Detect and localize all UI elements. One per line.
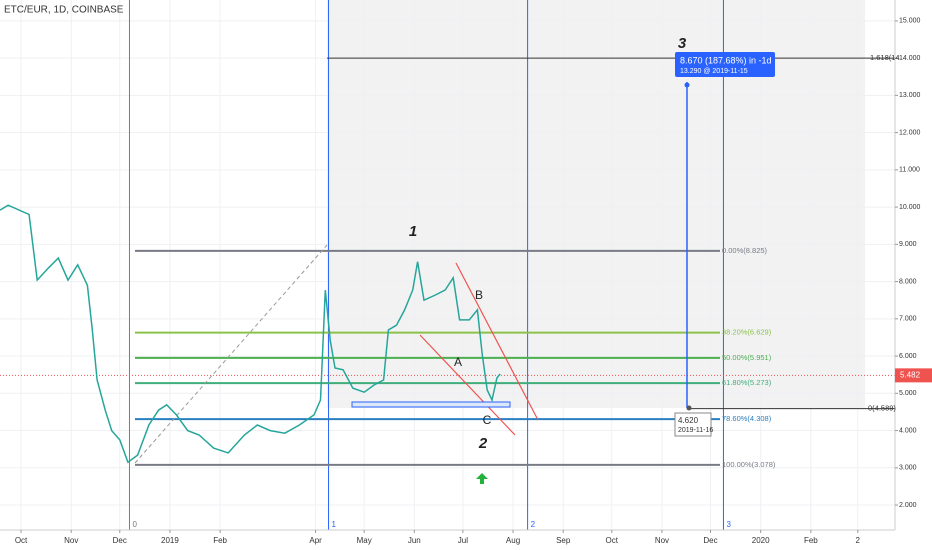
wave-label: 1 bbox=[409, 223, 417, 240]
fib-label: 78.60%(4.308) bbox=[722, 414, 772, 423]
x-tick-label: Nov bbox=[64, 536, 78, 545]
y-tick-label: 8.000 bbox=[899, 278, 917, 285]
y-tick-label: 10.000 bbox=[899, 204, 921, 211]
measure-end bbox=[684, 82, 690, 88]
x-tick-label: Jul bbox=[458, 536, 468, 545]
x-tick-label: Jun bbox=[408, 536, 421, 545]
x-tick-label: 2020 bbox=[752, 536, 770, 545]
wedge-line bbox=[455, 262, 539, 421]
wave-label: A bbox=[454, 355, 462, 369]
fib-label: 61.80%(5.273) bbox=[722, 378, 772, 387]
last-price-label: 5.482 bbox=[900, 370, 921, 379]
x-tick-label: Aug bbox=[506, 536, 520, 545]
callout-text: 8.670 (187.68%) in -1d bbox=[680, 55, 772, 65]
wedge-line bbox=[419, 334, 516, 436]
y-tick-label: 3.000 bbox=[899, 465, 917, 472]
fib-label: 38.20%(6.629) bbox=[722, 328, 772, 337]
wave-label: 2 bbox=[478, 435, 488, 452]
y-tick-label: 13.000 bbox=[899, 92, 921, 99]
y-tick-label: 5.000 bbox=[899, 390, 917, 397]
x-tick-label: 2 bbox=[856, 536, 861, 545]
extension-label: 1.618(14 bbox=[870, 53, 900, 62]
y-tick-label: 14.000 bbox=[899, 55, 921, 62]
x-tick-label: Dec bbox=[113, 536, 127, 545]
wave-label: C bbox=[483, 413, 492, 427]
range-shade bbox=[327, 0, 865, 408]
wave-marker-label: 2 bbox=[531, 520, 536, 529]
wave-marker-label: 3 bbox=[726, 520, 731, 529]
support-box bbox=[351, 401, 511, 408]
fib-label: 100.00%(3.078) bbox=[722, 460, 776, 469]
measure-start bbox=[686, 405, 692, 411]
extension-label: 0(4.589) bbox=[868, 404, 896, 413]
y-tick-label: 7.000 bbox=[899, 316, 917, 323]
up-arrow bbox=[476, 473, 488, 484]
x-tick-label: Nov bbox=[655, 536, 669, 545]
fib-label: 0.00%(8.825) bbox=[722, 246, 768, 255]
x-tick-label: Feb bbox=[804, 536, 818, 545]
last-price-box bbox=[895, 368, 932, 383]
x-tick-label: Oct bbox=[15, 536, 28, 545]
x-tick-label: Apr bbox=[309, 536, 322, 545]
y-tick-label: 15.000 bbox=[899, 18, 921, 25]
x-tick-label: Feb bbox=[213, 536, 227, 545]
y-tick-label: 2.000 bbox=[899, 502, 917, 509]
wave-marker-label: 0 bbox=[132, 520, 137, 529]
callout-box bbox=[675, 52, 775, 77]
wave-marker-label: 1 bbox=[332, 520, 337, 529]
point-text: 4.620 bbox=[678, 416, 699, 425]
x-tick-label: 2019 bbox=[161, 536, 179, 545]
x-tick-label: Oct bbox=[606, 536, 619, 545]
x-tick-label: May bbox=[357, 536, 372, 545]
chart-title: ETC/EUR, 1D, COINBASE bbox=[4, 5, 124, 16]
y-tick-label: 4.000 bbox=[899, 427, 917, 434]
price-line bbox=[0, 204, 501, 464]
y-tick-label: 6.000 bbox=[899, 353, 917, 360]
y-tick-label: 9.000 bbox=[899, 241, 917, 248]
y-tick-label: 12.000 bbox=[899, 129, 921, 136]
callout-text: 13.290 @ 2019-11-15 bbox=[680, 68, 748, 75]
x-tick-label: Dec bbox=[703, 536, 717, 545]
wave-label: 3 bbox=[678, 35, 687, 52]
point-text: 2019-11-16 bbox=[678, 427, 713, 434]
fib-label: 50.00%(5.951) bbox=[722, 353, 772, 362]
wave-label: B bbox=[475, 288, 483, 302]
y-tick-label: 11.000 bbox=[899, 167, 920, 174]
point-box bbox=[674, 412, 712, 437]
x-tick-label: Sep bbox=[556, 536, 571, 545]
